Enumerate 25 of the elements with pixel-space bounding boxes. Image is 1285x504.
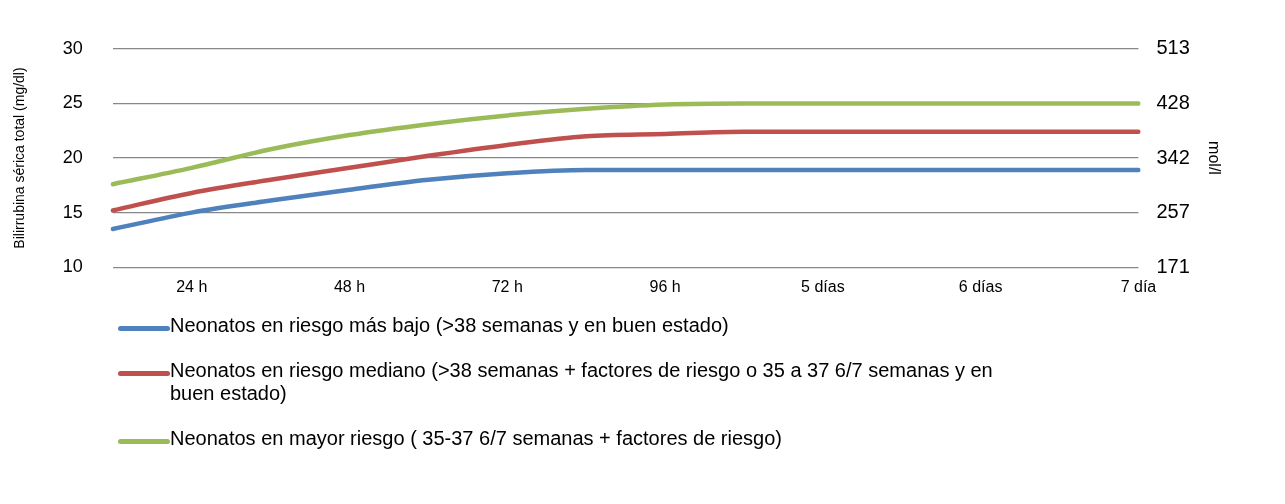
x-tick-label: 96 h <box>649 278 681 296</box>
legend-label: Neonatos en mayor riesgo ( 35-37 6/7 semanas + factores de riesgo) <box>170 427 782 450</box>
y2-tick-label: 342 <box>1156 145 1190 168</box>
legend-label: Neonatos en riesgo más bajo (>38 semanas y en buen estado) <box>170 314 729 337</box>
line-series <box>110 167 1141 232</box>
y-tick-label: 10 <box>62 256 83 277</box>
line-series <box>110 101 1141 187</box>
y2-tick-label: 513 <box>1156 36 1190 59</box>
y-axis-title: Bilirrubina sérica total (mg/dl) <box>11 67 28 249</box>
x-tick-label: 72 h <box>491 278 523 296</box>
y-tick-label: 20 <box>62 146 83 167</box>
y-tick-label: 25 <box>62 92 83 113</box>
legend-label: Neonatos en riesgo mediano (>38 semanas + factores de riesgo o 35 a 37 6/7 semanas y en buen estado) <box>170 359 994 405</box>
y2-tick-label: 171 <box>1156 254 1190 277</box>
x-tick-label: 5 días <box>801 278 845 296</box>
x-tick-label: 7 día <box>1120 278 1157 296</box>
line-series <box>110 129 1141 213</box>
x-tick-label: 6 días <box>958 278 1003 296</box>
x-tick-label: 24 h <box>176 278 208 296</box>
y2-axis-title: mol/l <box>1205 141 1223 175</box>
y2-tick-label: 257 <box>1156 199 1190 222</box>
x-tick-label: 48 h <box>333 278 366 296</box>
y-tick-label: 30 <box>62 37 83 58</box>
y2-tick-label: 428 <box>1156 90 1190 113</box>
y-tick-label: 15 <box>62 201 83 222</box>
